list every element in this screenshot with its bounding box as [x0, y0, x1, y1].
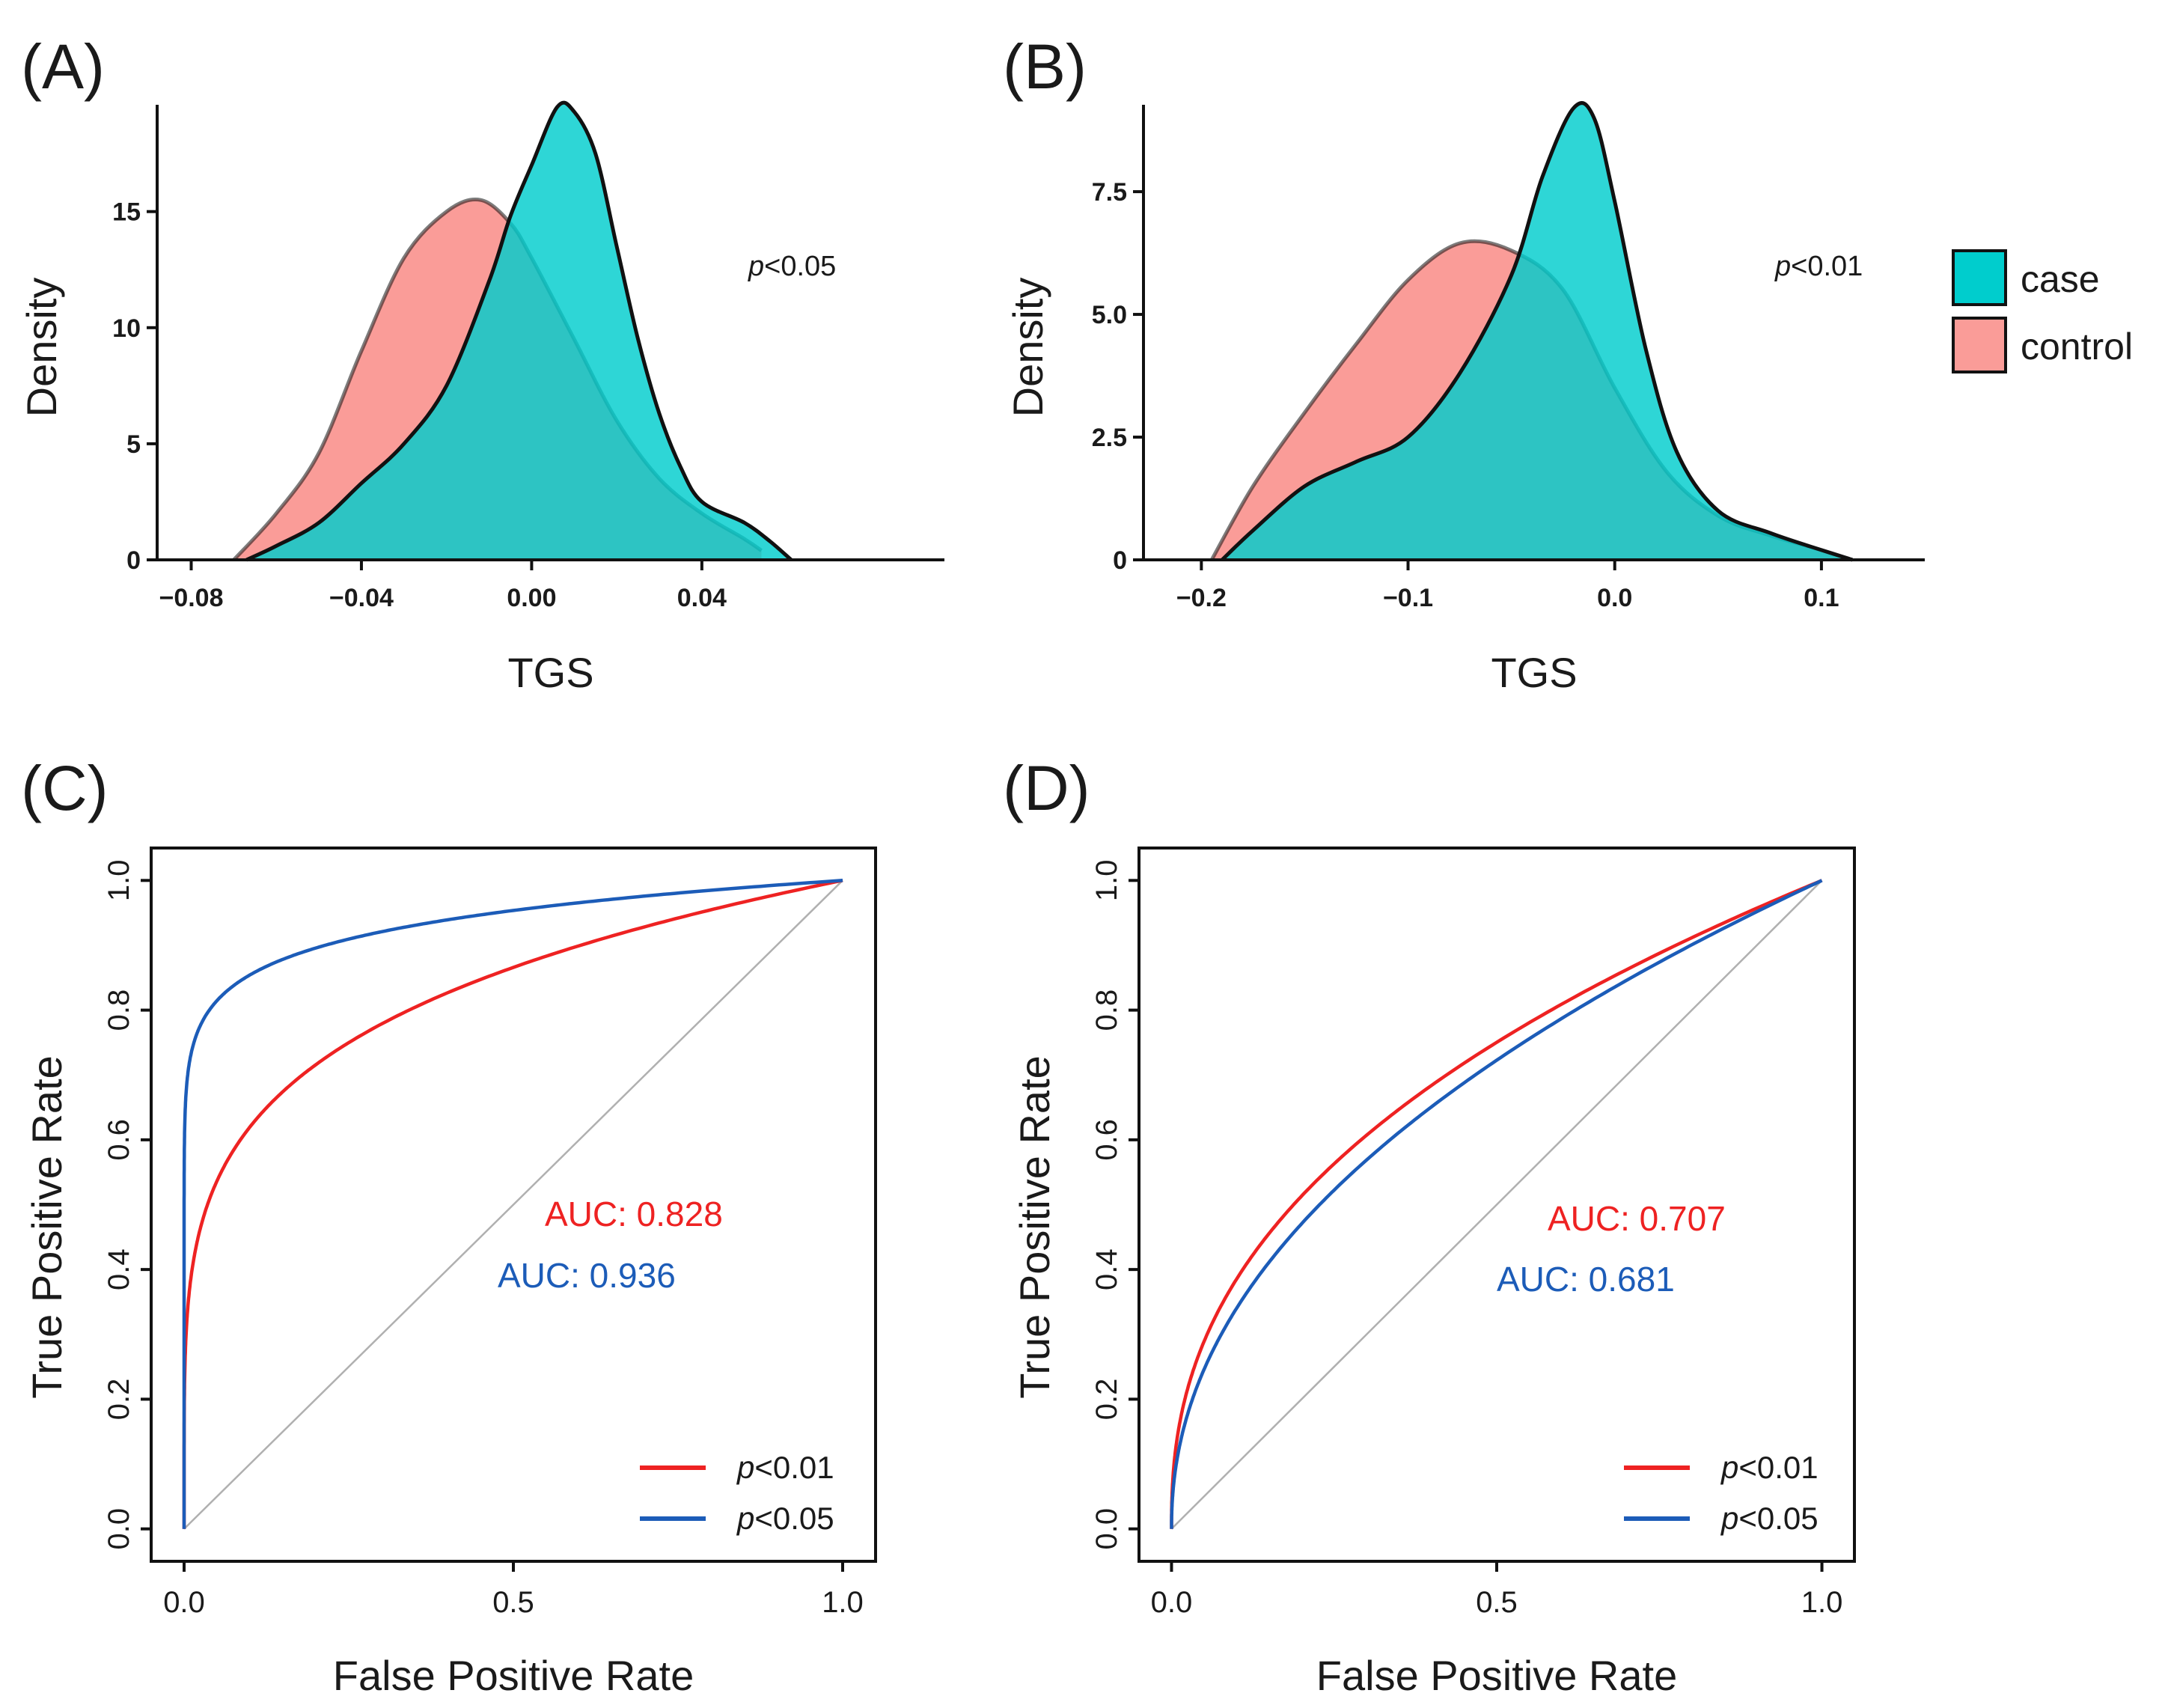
density-area-case — [246, 103, 792, 560]
p-value-annotation: p<0.05 — [748, 251, 836, 282]
x-tick-label: 0.0 — [1597, 584, 1632, 612]
panel-a: (A) −0.08 −0.04 0.00 0.04 0 5 10 15 TGS Density p<0… — [18, 31, 944, 696]
x-axis-title: TGS — [507, 649, 593, 696]
legend-label-control: control — [2021, 326, 2133, 367]
x-tick-label: 0.5 — [492, 1586, 534, 1619]
legend-label: p<0.05 — [736, 1501, 834, 1536]
y-tick-label: 1.0 — [103, 860, 135, 902]
y-tick-label: 0.0 — [103, 1508, 135, 1550]
x-tick-label: −0.04 — [329, 584, 394, 612]
y-tick-label: 0 — [1113, 546, 1127, 575]
legend-label: p<0.01 — [736, 1450, 834, 1485]
panel-label: (B) — [1003, 31, 1087, 102]
x-tick-label: 0.1 — [1804, 584, 1839, 612]
x-tick-label: 0.00 — [507, 584, 556, 612]
y-tick-label: 1.0 — [1090, 860, 1123, 902]
y-tick-label: 7.5 — [1092, 178, 1127, 207]
y-tick-label: 15 — [112, 198, 141, 227]
auc-label: AUC: 0.707 — [1548, 1199, 1726, 1238]
p-value-annotation: p<0.01 — [1774, 251, 1863, 282]
density-legend: case control — [1952, 249, 2133, 373]
x-tick-label: 0.0 — [1151, 1586, 1193, 1619]
auc-label: AUC: 0.828 — [545, 1195, 723, 1233]
y-axis-title: Density — [1004, 278, 1051, 418]
legend-label-rest: <0.01 — [754, 1450, 834, 1485]
roc-curve-p005 — [182, 879, 843, 1529]
y-tick-label: 0.4 — [1090, 1248, 1123, 1290]
y-tick-label: 10 — [112, 314, 141, 343]
x-tick-label: −0.2 — [1176, 584, 1227, 612]
y-tick-label: 0.4 — [103, 1248, 135, 1290]
legend-label-italic: p — [736, 1501, 754, 1536]
y-tick-label: 0.8 — [1090, 989, 1123, 1031]
p-value-annotation-italic: p — [1774, 251, 1791, 282]
legend-swatch-case — [1952, 249, 2007, 306]
y-tick-label: 5 — [126, 430, 141, 459]
legend-label-italic: p — [1720, 1450, 1738, 1485]
legend-label-italic: p — [1720, 1501, 1738, 1536]
x-tick-label: −0.08 — [159, 584, 223, 612]
y-tick-label: 0.6 — [1090, 1119, 1123, 1161]
y-tick-label: 0.2 — [1090, 1379, 1123, 1421]
roc-curve-p001 — [182, 879, 843, 1529]
legend-label: p<0.01 — [1720, 1450, 1819, 1485]
auc-label: AUC: 0.936 — [498, 1256, 676, 1295]
legend-label-rest: <0.05 — [754, 1501, 834, 1536]
y-tick-label: 0.6 — [103, 1119, 135, 1161]
y-tick-label: 0.8 — [103, 989, 135, 1031]
panel-b: (B) −0.2 −0.1 0.0 0.1 0 2.5 5.0 7.5 TGS Density p<0… — [1003, 31, 1925, 696]
y-tick-label: 2.5 — [1092, 424, 1127, 452]
panel-label: (C) — [21, 753, 109, 823]
x-axis-title: TGS — [1491, 649, 1577, 696]
y-axis-title: Density — [18, 278, 65, 418]
x-tick-label: 1.0 — [1801, 1586, 1843, 1619]
diagonal-reference-line — [1170, 879, 1823, 1530]
y-tick-label: 0.0 — [1090, 1508, 1123, 1550]
p-value-annotation-rest: <0.05 — [764, 251, 836, 282]
legend-label: p<0.05 — [1720, 1501, 1819, 1536]
roc-curve-p001 — [1170, 879, 1823, 1529]
panel-label: (D) — [1003, 753, 1090, 823]
x-tick-label: 0.5 — [1476, 1586, 1518, 1619]
panel-c: (C) 0.0 0.5 1.0 0.0 0.2 0.4 0.6 0.8 1.0 False Posi… — [21, 753, 877, 1699]
y-axis-title: True Positive Rate — [1011, 1055, 1058, 1399]
panel-d: (D) 0.0 0.5 1.0 0.0 0.2 0.4 0.6 0.8 1.0 False Posi… — [1003, 753, 1856, 1699]
p-value-annotation-italic: p — [748, 251, 764, 282]
diagonal-reference-line — [183, 879, 843, 1530]
y-tick-label: 0 — [126, 546, 141, 575]
legend-label-rest: <0.01 — [1738, 1450, 1818, 1485]
y-tick-label: 5.0 — [1092, 301, 1127, 329]
legend-label-case: case — [2021, 258, 2100, 300]
legend-swatch-control — [1952, 317, 2007, 373]
x-axis-title: False Positive Rate — [333, 1652, 694, 1699]
panel-label: (A) — [21, 31, 105, 102]
x-tick-label: 1.0 — [822, 1586, 864, 1619]
x-tick-label: 0.04 — [677, 584, 727, 612]
auc-label: AUC: 0.681 — [1497, 1260, 1675, 1299]
legend-label-rest: <0.05 — [1738, 1501, 1818, 1536]
density-line-case — [245, 100, 793, 562]
x-axis-title: False Positive Rate — [1316, 1652, 1677, 1699]
density-line-case — [1221, 101, 1854, 562]
p-value-annotation-rest: <0.01 — [1791, 251, 1863, 282]
density-area-case — [1222, 103, 1853, 561]
x-tick-label: −0.1 — [1383, 584, 1433, 612]
x-tick-label: 0.0 — [163, 1586, 205, 1619]
y-axis-title: True Positive Rate — [23, 1055, 70, 1399]
roc-curve-p005 — [1170, 879, 1823, 1529]
y-tick-label: 0.2 — [103, 1379, 135, 1421]
legend-label-italic: p — [736, 1450, 754, 1485]
